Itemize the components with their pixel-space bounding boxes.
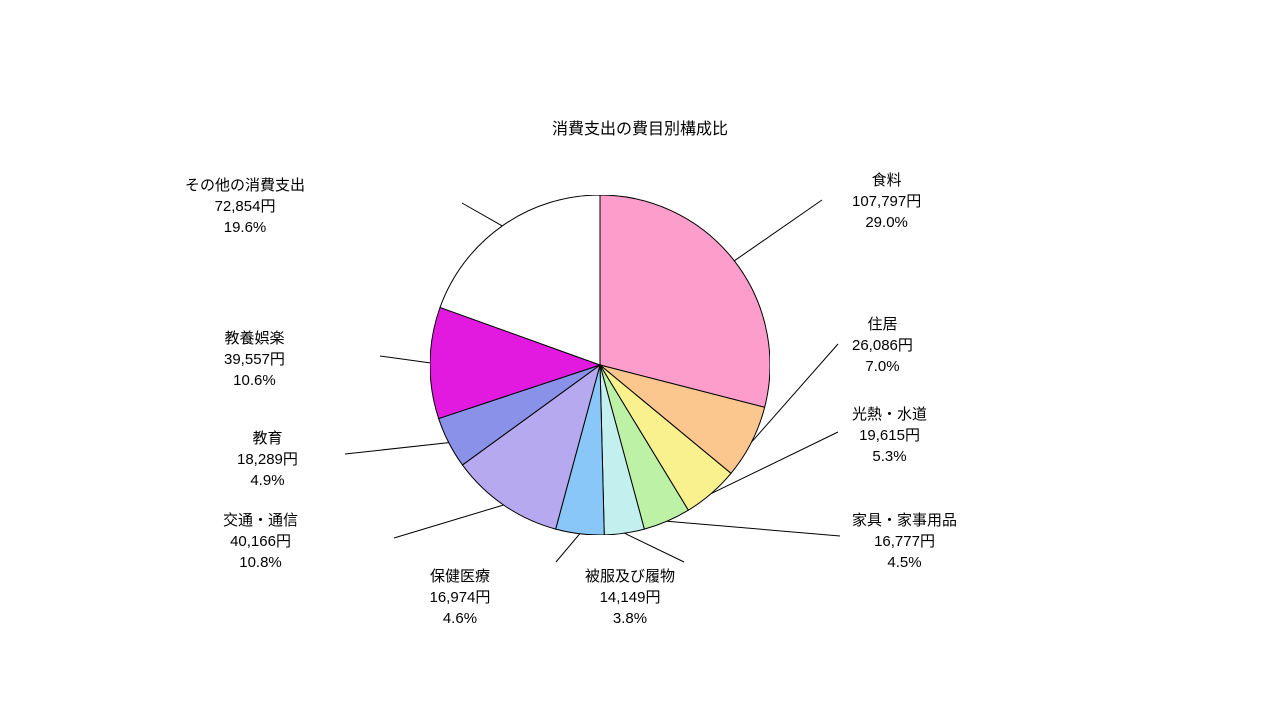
slice-name: 交通・通信: [223, 512, 298, 529]
slice-name: 教養娯楽: [224, 330, 284, 347]
slice-label: 保健医療 16,974円 4.6%: [430, 566, 491, 629]
slice-percent: 3.8%: [613, 610, 647, 627]
pie-chart: [430, 195, 770, 535]
slice-amount: 72,854円: [215, 198, 276, 215]
slice-name: その他の消費支出: [185, 177, 305, 194]
slice-label: 光熱・水道 19,615円 5.3%: [852, 404, 927, 467]
slice-label: 住居 26,086円 7.0%: [852, 314, 913, 377]
slice-label: 被服及び履物 14,149円 3.8%: [585, 566, 675, 629]
slice-label: 食料 107,797円 29.0%: [852, 170, 921, 233]
slice-name: 住居: [867, 316, 897, 333]
slice-name: 家具・家事用品: [852, 512, 957, 529]
slice-label: 家具・家事用品 16,777円 4.5%: [852, 510, 957, 573]
slice-label: 交通・通信 40,166円 10.8%: [223, 510, 298, 573]
slice-amount: 16,974円: [430, 589, 491, 606]
slice-percent: 19.6%: [224, 219, 267, 236]
slice-amount: 40,166円: [230, 533, 291, 550]
slice-label: その他の消費支出 72,854円 19.6%: [185, 175, 305, 238]
slice-percent: 4.5%: [887, 554, 921, 571]
slice-percent: 10.8%: [239, 554, 282, 571]
slice-amount: 18,289円: [237, 451, 298, 468]
slice-amount: 26,086円: [852, 337, 913, 354]
slice-label: 教養娯楽 39,557円 10.6%: [224, 328, 285, 391]
slice-amount: 16,777円: [874, 533, 935, 550]
slice-amount: 14,149円: [600, 589, 661, 606]
slice-percent: 4.6%: [443, 610, 477, 627]
slice-amount: 107,797円: [852, 193, 921, 210]
slice-name: 食料: [872, 172, 902, 189]
chart-title: 消費支出の費目別構成比: [552, 115, 728, 139]
slice-name: 教育: [252, 430, 282, 447]
slice-amount: 19,615円: [859, 427, 920, 444]
slice-name: 被服及び履物: [585, 568, 675, 585]
slice-name: 光熱・水道: [852, 406, 927, 423]
slice-name: 保健医療: [430, 568, 490, 585]
slice-percent: 7.0%: [865, 358, 899, 375]
slice-label: 教育 18,289円 4.9%: [237, 428, 298, 491]
slice-percent: 10.6%: [233, 372, 276, 389]
slice-percent: 4.9%: [250, 472, 284, 489]
slice-percent: 29.0%: [865, 214, 908, 231]
slice-percent: 5.3%: [872, 448, 906, 465]
slice-amount: 39,557円: [224, 351, 285, 368]
